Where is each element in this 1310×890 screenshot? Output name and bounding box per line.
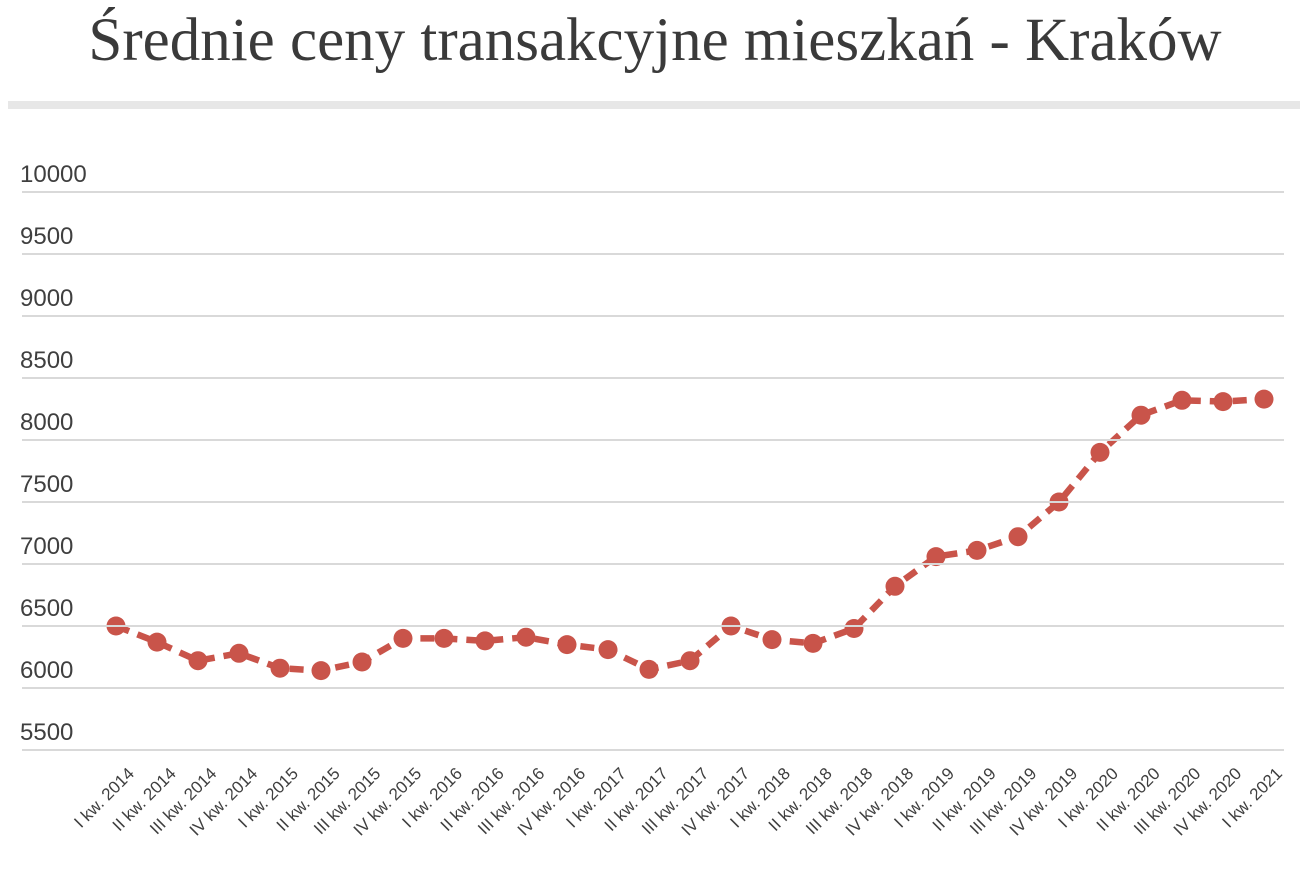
data-point-I kw. 2019[interactable]	[926, 547, 946, 567]
data-point-II kw. 2014[interactable]	[147, 632, 167, 652]
data-point-III kw. 2019[interactable]	[1008, 527, 1028, 547]
y-axis-label-6000: 6000	[20, 657, 74, 684]
grid-line-7000	[22, 563, 1284, 565]
data-point-III kw. 2018[interactable]	[844, 619, 864, 638]
y-axis-label-7000: 7000	[20, 533, 74, 560]
data-point-II kw. 2016[interactable]	[475, 631, 495, 651]
data-point-III kw. 2017[interactable]	[680, 651, 700, 671]
data-point-III kw. 2014[interactable]	[188, 651, 208, 671]
grid-line-6000	[22, 687, 1284, 689]
y-axis-label-8000: 8000	[20, 409, 74, 436]
grid-line-9000	[22, 315, 1284, 317]
y-axis-label-7500: 7500	[20, 471, 74, 498]
grid-line-10000	[22, 191, 1284, 193]
data-point-II kw. 2018[interactable]	[803, 633, 823, 653]
data-point-I kw. 2017[interactable]	[598, 640, 618, 660]
data-point-I kw. 2021[interactable]	[1254, 389, 1274, 409]
grid-line-8500	[22, 377, 1284, 379]
data-point-III kw. 2016[interactable]	[516, 627, 536, 647]
data-point-IV kw. 2016[interactable]	[557, 635, 577, 655]
data-point-I kw. 2018[interactable]	[762, 630, 782, 650]
y-axis-label-10000: 10000	[20, 161, 87, 188]
data-point-III kw. 2015[interactable]	[352, 652, 372, 672]
chart-title: Średnie ceny transakcyjne mieszkań - Kra…	[88, 7, 1222, 74]
data-point-III kw. 2020[interactable]	[1172, 390, 1192, 410]
grid-line-5500	[22, 749, 1284, 751]
grid-line-6500	[22, 625, 1284, 627]
grid-line-7500	[22, 501, 1284, 503]
y-axis-label-6500: 6500	[20, 595, 74, 622]
y-axis-label-5500: 5500	[20, 719, 74, 746]
data-point-II kw. 2015[interactable]	[311, 661, 331, 681]
data-point-IV kw. 2018[interactable]	[885, 576, 905, 596]
grid-line-9500	[22, 253, 1284, 255]
y-axis-label-9500: 9500	[20, 223, 74, 250]
data-point-II kw. 2017[interactable]	[639, 659, 659, 679]
data-point-IV kw. 2015[interactable]	[393, 628, 413, 648]
data-point-I kw. 2016[interactable]	[434, 628, 454, 648]
data-point-II kw. 2019[interactable]	[967, 540, 987, 560]
title-divider	[8, 101, 1300, 109]
data-point-I kw. 2015[interactable]	[270, 658, 290, 678]
y-axis-label-8500: 8500	[20, 347, 74, 374]
y-axis-label-9000: 9000	[20, 285, 74, 312]
data-point-IV kw. 2014[interactable]	[229, 643, 249, 663]
data-point-I kw. 2020[interactable]	[1090, 442, 1110, 462]
grid-line-8000	[22, 439, 1284, 441]
data-point-II kw. 2020[interactable]	[1131, 405, 1151, 425]
data-point-IV kw. 2020[interactable]	[1213, 392, 1233, 412]
